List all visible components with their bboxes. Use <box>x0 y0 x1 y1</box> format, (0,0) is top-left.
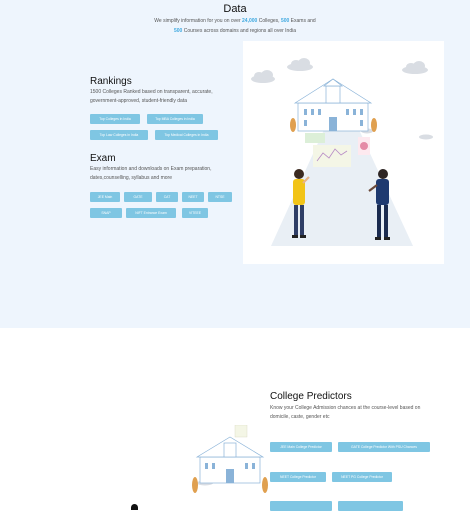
exam-button-snap[interactable]: SNAP <box>90 208 122 218</box>
exam-button-viteee[interactable]: VITEEE <box>182 208 208 218</box>
exam-button-neet[interactable]: NEET <box>182 192 204 202</box>
predictor-button-6[interactable] <box>338 501 403 511</box>
gate-college-predictor-button[interactable]: GATE College Predictor With PSU Chances <box>338 442 430 452</box>
college-building-illustration <box>251 58 433 246</box>
top-colleges-button[interactable]: Top Colleges in India <box>90 114 140 124</box>
top-law-colleges-button[interactable]: Top Law Colleges in India <box>90 130 148 140</box>
data-illustration-card <box>243 41 444 264</box>
exam-title: Exam <box>90 153 116 164</box>
data-section-title: Data <box>223 3 247 15</box>
college-building-illustration <box>192 425 268 493</box>
cloud-icon <box>251 58 433 140</box>
data-section-description: We simplify information for you on over … <box>154 18 316 34</box>
neet-pg-college-predictor-button[interactable]: NEET PG College Predictor <box>332 472 392 482</box>
top-mba-colleges-button[interactable]: Top MBA Colleges in India <box>147 114 203 124</box>
exam-button-nift[interactable]: NIFT Entrance Exam <box>126 208 176 218</box>
top-medical-colleges-button[interactable]: Top Medical Colleges in India <box>155 130 218 140</box>
predictors-description: Know your College Admission chances at t… <box>270 405 421 420</box>
person-head-icon <box>131 504 138 510</box>
exam-button-ntse[interactable]: NTSE <box>208 192 232 202</box>
student-thinking-illustration <box>292 169 310 238</box>
exam-button-cat[interactable]: CAT <box>156 192 178 202</box>
exam-button-gate[interactable]: GATE <box>124 192 152 202</box>
rankings-title: Rankings <box>90 76 132 87</box>
predictor-illustration <box>185 425 275 510</box>
exams-count: 500 <box>280 18 290 24</box>
predictors-title: College Predictors <box>270 391 352 402</box>
jee-main-college-predictor-button[interactable]: JEE Main College Predictor <box>270 442 332 452</box>
colleges-count: 24,000 <box>242 18 258 24</box>
student-presenting-illustration <box>368 169 390 240</box>
neet-college-predictor-button[interactable]: NEET College Predictor <box>270 472 326 482</box>
predictor-button-5[interactable] <box>270 501 332 511</box>
exam-description: Easy information and downloads on Exam p… <box>90 166 212 181</box>
exam-button-jee-main[interactable]: JEE Main <box>90 192 120 202</box>
rankings-description: 1500 Colleges Ranked based on transparen… <box>90 89 213 104</box>
courses-count: 500 <box>173 28 183 34</box>
